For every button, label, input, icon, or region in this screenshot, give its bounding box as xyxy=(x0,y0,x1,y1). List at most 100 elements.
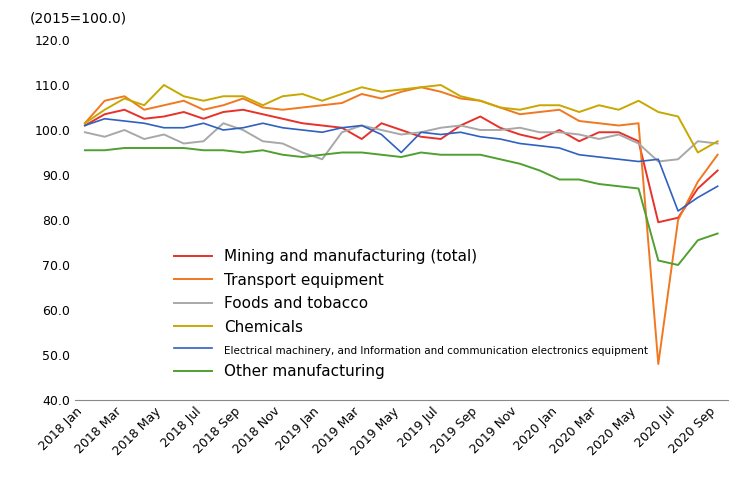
Other manufacturing xyxy=(377,152,386,158)
Electrical machinery, and Information and communication electronics equipment xyxy=(179,124,188,130)
Other manufacturing xyxy=(179,145,188,151)
Line: Chemicals: Chemicals xyxy=(85,85,718,152)
Transport equipment xyxy=(496,104,505,110)
Electrical machinery, and Information and communication electronics equipment xyxy=(674,208,682,214)
Other manufacturing xyxy=(536,168,544,173)
Chemicals xyxy=(80,120,89,126)
Chemicals xyxy=(416,84,425,90)
Chemicals xyxy=(298,91,307,97)
Mining and manufacturing (total) xyxy=(674,215,682,221)
Transport equipment xyxy=(397,89,406,95)
Transport equipment xyxy=(377,96,386,102)
Transport equipment xyxy=(536,109,544,115)
Chemicals xyxy=(674,114,682,119)
Mining and manufacturing (total) xyxy=(456,122,465,128)
Chemicals xyxy=(693,150,702,156)
Line: Other manufacturing: Other manufacturing xyxy=(85,148,718,265)
Chemicals xyxy=(318,98,327,104)
Chemicals xyxy=(515,107,524,113)
Legend: Mining and manufacturing (total), Transport equipment, Foods and tobacco, Chemic: Mining and manufacturing (total), Transp… xyxy=(167,243,654,385)
Chemicals xyxy=(338,91,346,97)
Electrical machinery, and Information and communication electronics equipment xyxy=(160,124,169,130)
Chemicals xyxy=(614,107,623,113)
Transport equipment xyxy=(160,102,169,108)
Transport equipment xyxy=(456,96,465,102)
Mining and manufacturing (total) xyxy=(476,114,484,119)
Other manufacturing xyxy=(80,147,89,153)
Electrical machinery, and Information and communication electronics equipment xyxy=(496,136,505,142)
Other manufacturing xyxy=(278,152,287,158)
Foods and tobacco xyxy=(238,127,248,133)
Mining and manufacturing (total) xyxy=(397,127,406,133)
Electrical machinery, and Information and communication electronics equipment xyxy=(614,156,623,162)
Line: Foods and tobacco: Foods and tobacco xyxy=(85,123,718,162)
Electrical machinery, and Information and communication electronics equipment xyxy=(318,129,327,135)
Transport equipment xyxy=(298,104,307,110)
Foods and tobacco xyxy=(614,132,623,138)
Transport equipment xyxy=(100,98,109,104)
Transport equipment xyxy=(436,89,445,95)
Transport equipment xyxy=(595,120,604,126)
Other manufacturing xyxy=(595,181,604,187)
Mining and manufacturing (total) xyxy=(338,124,346,130)
Transport equipment xyxy=(634,120,643,126)
Transport equipment xyxy=(278,107,287,113)
Foods and tobacco xyxy=(476,127,484,133)
Mining and manufacturing (total) xyxy=(318,122,327,128)
Other manufacturing xyxy=(436,152,445,158)
Transport equipment xyxy=(574,118,584,124)
Chemicals xyxy=(140,102,148,108)
Mining and manufacturing (total) xyxy=(219,109,228,115)
Foods and tobacco xyxy=(357,122,366,128)
Foods and tobacco xyxy=(120,127,129,133)
Chemicals xyxy=(120,96,129,102)
Mining and manufacturing (total) xyxy=(238,107,248,113)
Electrical machinery, and Information and communication electronics equipment xyxy=(357,122,366,128)
Electrical machinery, and Information and communication electronics equipment xyxy=(654,156,663,162)
Transport equipment xyxy=(654,361,663,367)
Foods and tobacco xyxy=(377,127,386,133)
Mining and manufacturing (total) xyxy=(120,107,129,113)
Line: Mining and manufacturing (total): Mining and manufacturing (total) xyxy=(85,110,718,222)
Foods and tobacco xyxy=(574,132,584,138)
Electrical machinery, and Information and communication electronics equipment xyxy=(199,120,208,126)
Electrical machinery, and Information and communication electronics equipment xyxy=(140,120,148,126)
Electrical machinery, and Information and communication electronics equipment xyxy=(416,129,425,135)
Other manufacturing xyxy=(338,150,346,156)
Foods and tobacco xyxy=(258,138,267,144)
Other manufacturing xyxy=(258,147,267,153)
Electrical machinery, and Information and communication electronics equipment xyxy=(377,132,386,138)
Other manufacturing xyxy=(140,145,148,151)
Foods and tobacco xyxy=(397,132,406,138)
Electrical machinery, and Information and communication electronics equipment xyxy=(476,134,484,140)
Foods and tobacco xyxy=(536,129,544,135)
Electrical machinery, and Information and communication electronics equipment xyxy=(219,127,228,133)
Electrical machinery, and Information and communication electronics equipment xyxy=(634,158,643,164)
Transport equipment xyxy=(476,98,484,104)
Other manufacturing xyxy=(674,262,682,268)
Mining and manufacturing (total) xyxy=(357,136,366,142)
Electrical machinery, and Information and communication electronics equipment xyxy=(238,124,248,130)
Chemicals xyxy=(238,93,248,99)
Mining and manufacturing (total) xyxy=(536,136,544,142)
Electrical machinery, and Information and communication electronics equipment xyxy=(574,152,584,158)
Chemicals xyxy=(595,102,604,108)
Mining and manufacturing (total) xyxy=(160,114,169,119)
Foods and tobacco xyxy=(555,129,564,135)
Chemicals xyxy=(377,89,386,95)
Electrical machinery, and Information and communication electronics equipment xyxy=(536,143,544,149)
Electrical machinery, and Information and communication electronics equipment xyxy=(298,127,307,133)
Mining and manufacturing (total) xyxy=(496,124,505,130)
Electrical machinery, and Information and communication electronics equipment xyxy=(456,129,465,135)
Other manufacturing xyxy=(100,147,109,153)
Other manufacturing xyxy=(298,154,307,160)
Other manufacturing xyxy=(713,230,722,236)
Other manufacturing xyxy=(160,145,169,151)
Foods and tobacco xyxy=(219,120,228,126)
Electrical machinery, and Information and communication electronics equipment xyxy=(713,183,722,189)
Chemicals xyxy=(436,82,445,88)
Chemicals xyxy=(357,84,366,90)
Chemicals xyxy=(278,93,287,99)
Mining and manufacturing (total) xyxy=(140,116,148,121)
Transport equipment xyxy=(120,93,129,99)
